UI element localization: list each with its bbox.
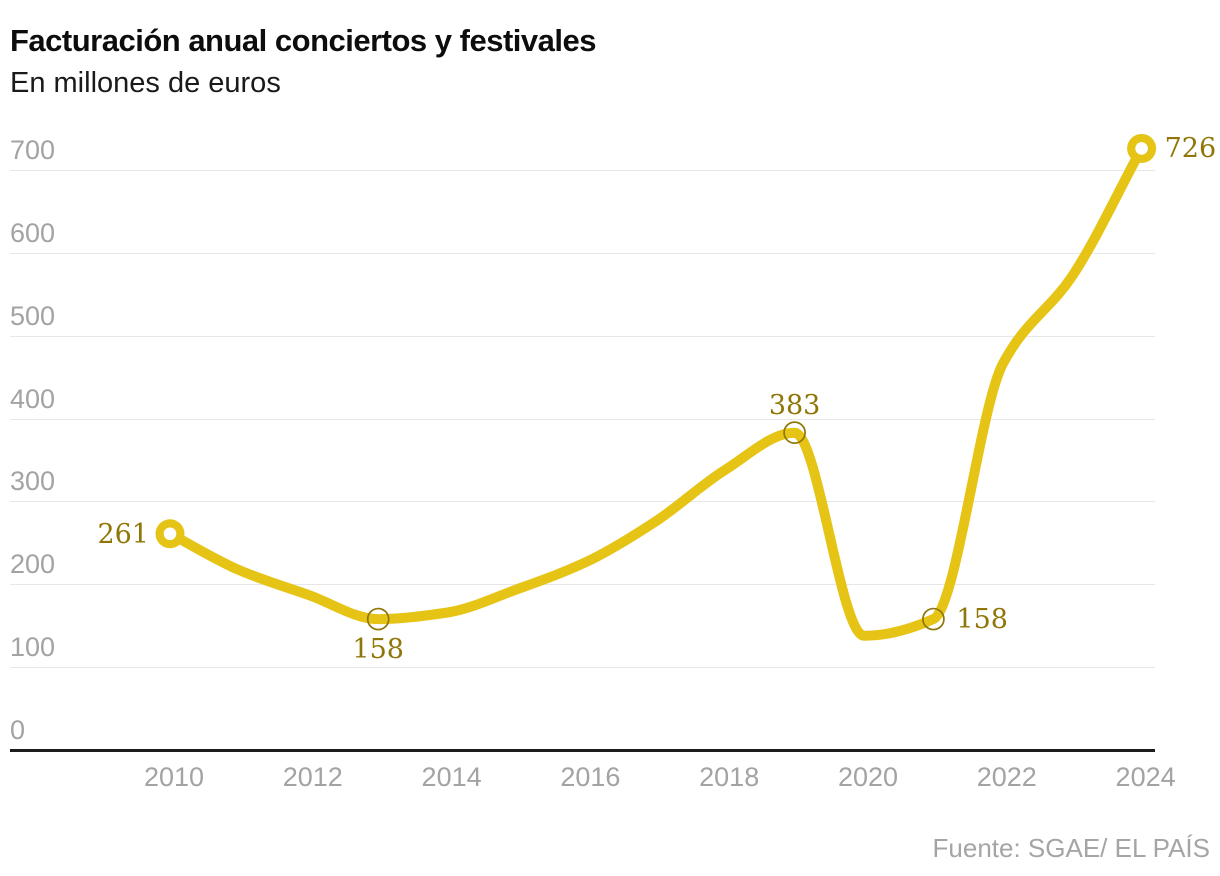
gridline-y300 xyxy=(10,501,1155,503)
y-tick-label: 0 xyxy=(10,715,26,745)
x-tick-label: 2024 xyxy=(1115,762,1176,792)
gridline-y100 xyxy=(10,667,1155,669)
x-tick-label: 2014 xyxy=(421,762,482,792)
gridline-y200 xyxy=(10,584,1155,586)
gridline-y400 xyxy=(10,418,1155,420)
y-tick-label: 200 xyxy=(10,549,56,580)
point-value-label-2024: 726 xyxy=(1164,133,1217,165)
gridline-y500 xyxy=(10,335,1155,337)
source-attribution: Fuente: SGAE/ EL PAÍS xyxy=(932,833,1210,863)
x-tick-label: 2012 xyxy=(282,762,343,792)
x-tick-label: 2020 xyxy=(837,762,899,792)
chart-title: Facturación anual conciertos y festivale… xyxy=(10,23,596,58)
y-tick-label: 600 xyxy=(10,217,56,248)
data-point-ring-2013 xyxy=(366,607,390,631)
y-tick-label: 700 xyxy=(10,135,56,165)
revenue-line xyxy=(165,143,1147,641)
chart-subtitle: En millones de euros xyxy=(10,67,281,99)
point-value-label-2013: 158 xyxy=(352,634,404,666)
data-point-donut-hole-2024 xyxy=(1135,142,1148,155)
data-point-ring-2019 xyxy=(783,421,806,445)
point-value-label-2019: 383 xyxy=(768,389,821,421)
gridline-y700 xyxy=(10,170,1155,171)
y-tick-label: 500 xyxy=(10,300,56,331)
x-tick-label: 2022 xyxy=(976,762,1037,792)
data-point-donut-2024 xyxy=(1127,133,1157,163)
data-point-donut-2010 xyxy=(155,519,185,549)
y-tick-label: 400 xyxy=(10,383,56,414)
y-tick-label: 300 xyxy=(10,466,56,497)
point-value-label-2010: 261 xyxy=(97,518,149,550)
x-tick-label: 2018 xyxy=(699,762,760,792)
data-point-ring-2021 xyxy=(922,607,945,631)
point-value-label-2021: 158 xyxy=(956,604,1008,636)
x-tick-label: 2016 xyxy=(560,762,621,792)
y-tick-label: 100 xyxy=(10,632,56,663)
data-point-donut-hole-2010 xyxy=(163,527,177,541)
x-axis-line xyxy=(10,749,1155,752)
x-tick-label: 2010 xyxy=(143,762,205,792)
gridline-y600 xyxy=(10,252,1155,254)
